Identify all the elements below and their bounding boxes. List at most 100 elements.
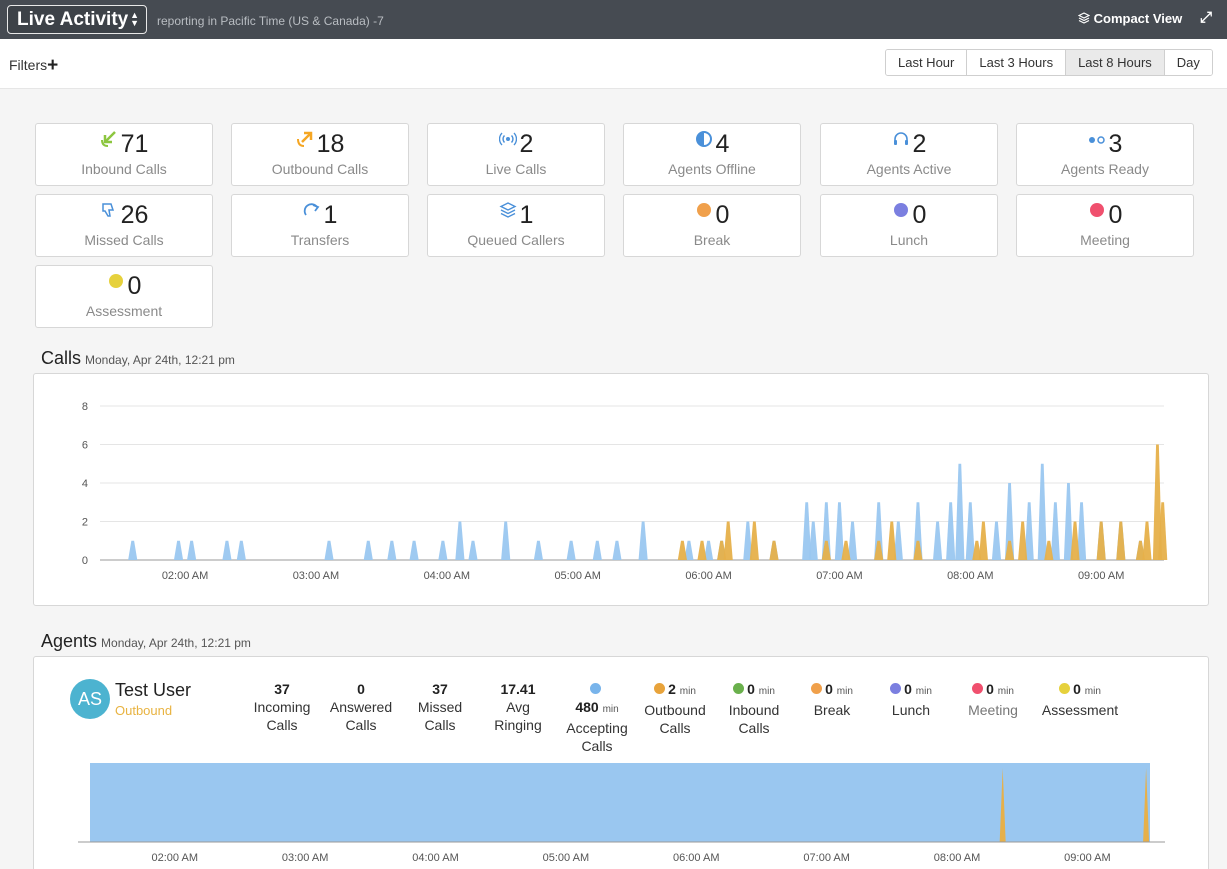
chart-area-spike xyxy=(1018,521,1028,560)
agents-subtitle: Monday, Apr 24th, 12:21 pm xyxy=(101,636,251,650)
agent-stat-value: 0 xyxy=(1073,681,1081,697)
stat-value: 0 xyxy=(127,272,142,300)
range-last-hour[interactable]: Last Hour xyxy=(886,50,968,75)
stat-value: 1 xyxy=(323,201,338,229)
layers-icon xyxy=(498,201,517,219)
stat-value: 18 xyxy=(316,130,345,158)
chart-area-spike xyxy=(697,540,707,560)
stat-value: 4 xyxy=(715,130,730,158)
chart-area-spike xyxy=(978,521,988,560)
chart-area-spike xyxy=(1024,502,1034,560)
agent-stat-unit: min xyxy=(602,704,619,715)
stat-value: 0 xyxy=(1108,201,1123,229)
agent-stat-meeting: 0 min Meeting xyxy=(948,680,1038,719)
half-circle-icon xyxy=(695,130,713,148)
agent-stat-unit: min xyxy=(758,686,775,697)
expand-icon[interactable]: ⤢ xyxy=(1200,9,1213,26)
agent-stat-unit: min xyxy=(915,686,932,697)
break-dot-icon xyxy=(811,683,823,694)
chart-area-spike xyxy=(808,521,818,560)
stat-label: Lunch xyxy=(889,232,929,248)
chart-area-spike xyxy=(847,521,858,560)
agent-stat-value: 17.41 xyxy=(500,681,536,697)
chart-area-spike xyxy=(612,540,622,560)
stat-outbound-calls[interactable]: 18 Outbound Calls xyxy=(231,123,409,186)
chart-area-spike xyxy=(1116,521,1126,560)
stat-inbound-calls[interactable]: 71 Inbound Calls xyxy=(35,123,213,186)
stat-label: Agents Active xyxy=(866,161,952,177)
chart-area-spike xyxy=(749,521,759,560)
stat-assessment[interactable]: 0 Assessment xyxy=(35,265,213,328)
agent-stat-missed-calls: 37 Missed Calls xyxy=(395,680,485,734)
agent-name[interactable]: Test User xyxy=(115,680,192,700)
stat-label: Assessment xyxy=(85,303,163,319)
range-day[interactable]: Day xyxy=(1164,50,1212,75)
agent-stat-label: Calls xyxy=(424,717,456,733)
range-last-8-hours[interactable]: Last 8 Hours xyxy=(1066,50,1165,75)
stat-meeting[interactable]: 0 Meeting xyxy=(1016,194,1194,257)
agent-stat-label: Meeting xyxy=(968,702,1018,718)
agent-stat-label: Avg xyxy=(506,699,530,715)
stat-queued-callers[interactable]: 1 Queued Callers xyxy=(427,194,605,257)
chart-area-spike xyxy=(1004,540,1015,560)
chart-area-spike xyxy=(991,521,1002,560)
x-tick-label: 06:00 AM xyxy=(673,852,719,864)
x-tick-label: 09:00 AM xyxy=(1078,570,1124,582)
calls-subtitle: Monday, Apr 24th, 12:21 pm xyxy=(85,353,235,367)
stat-value: 0 xyxy=(715,201,730,229)
outbound-spike xyxy=(1143,768,1150,842)
avatar[interactable]: AS xyxy=(70,679,110,719)
chart-area-spike xyxy=(743,521,753,560)
view-select[interactable]: Live Activity ▲ ▼ xyxy=(7,5,147,34)
chart-area-spike xyxy=(723,521,733,560)
chart-area-spike xyxy=(874,540,884,560)
chart-area-spike xyxy=(1044,540,1054,560)
filters-button[interactable]: Filters+ xyxy=(9,54,58,76)
chart-area-spike xyxy=(703,540,714,560)
stat-lunch[interactable]: 0 Lunch xyxy=(820,194,998,257)
stat-agents-offline[interactable]: 4 Agents Offline xyxy=(623,123,801,186)
agent-stat-value: 0 xyxy=(986,681,994,697)
agent-stat-lunch: 0 min Lunch xyxy=(866,680,956,719)
agent-stat-accepting-calls: 480 min Accepting Calls xyxy=(552,680,642,755)
chart-area-spike xyxy=(677,540,687,560)
x-tick-label: 05:00 AM xyxy=(554,570,600,582)
agent-stat-unit: min xyxy=(1084,686,1101,697)
outbound-dot-icon xyxy=(654,683,666,694)
stat-break[interactable]: 0 Break xyxy=(623,194,801,257)
agent-stat-label: Incoming xyxy=(253,699,311,715)
chart-area-spike xyxy=(533,540,544,560)
agent-stat-outbound-calls: 2 min Outbound Calls xyxy=(630,680,720,737)
chart-area-spike xyxy=(566,540,576,560)
agent-stat-assessment: 0 min Assessment xyxy=(1035,680,1125,719)
chart-area-spike xyxy=(128,540,138,560)
chart-area-spike xyxy=(455,521,465,560)
dot-icon xyxy=(1088,203,1106,221)
stat-transfers[interactable]: 1 Transfers xyxy=(231,194,409,257)
chart-area-spike xyxy=(1004,483,1015,560)
agent-timeline-chart: 02:00 AM 03:00 AM 04:00 AM 05:00 AM 06:00 AM… xyxy=(78,763,1165,864)
chart-area-spike xyxy=(222,540,232,560)
agent-stat-label: Calls xyxy=(738,720,770,736)
chart-area-spike xyxy=(893,521,903,560)
stat-agents-ready[interactable]: 3 Agents Ready xyxy=(1016,123,1194,186)
inbound-dot-icon xyxy=(733,683,745,694)
dot-icon xyxy=(107,274,125,292)
stat-missed-calls[interactable]: 26 Missed Calls xyxy=(35,194,213,257)
chart-area-spike xyxy=(933,521,943,560)
range-last-3-hours[interactable]: Last 3 Hours xyxy=(967,50,1067,75)
agent-stat-label: Break xyxy=(813,702,851,718)
compact-view-button[interactable]: Compact View xyxy=(1077,11,1182,26)
agent-stat-label: Ringing xyxy=(494,717,542,733)
chart-area-spike xyxy=(638,521,648,560)
stat-agents-active[interactable]: 2 Agents Active xyxy=(820,123,998,186)
chart-area-spike xyxy=(1070,521,1080,560)
stat-live-calls[interactable]: 2 Live Calls xyxy=(427,123,605,186)
agent-stat-value: 37 xyxy=(274,681,290,697)
stat-value: 3 xyxy=(1108,130,1123,158)
stat-label: Agents Ready xyxy=(1061,161,1149,177)
time-range-group: Last Hour Last 3 Hours Last 8 Hours Day xyxy=(885,49,1213,76)
chart-area-spike xyxy=(468,540,478,560)
chart-area-spike xyxy=(1076,502,1087,560)
chart-area-spike xyxy=(187,540,197,560)
